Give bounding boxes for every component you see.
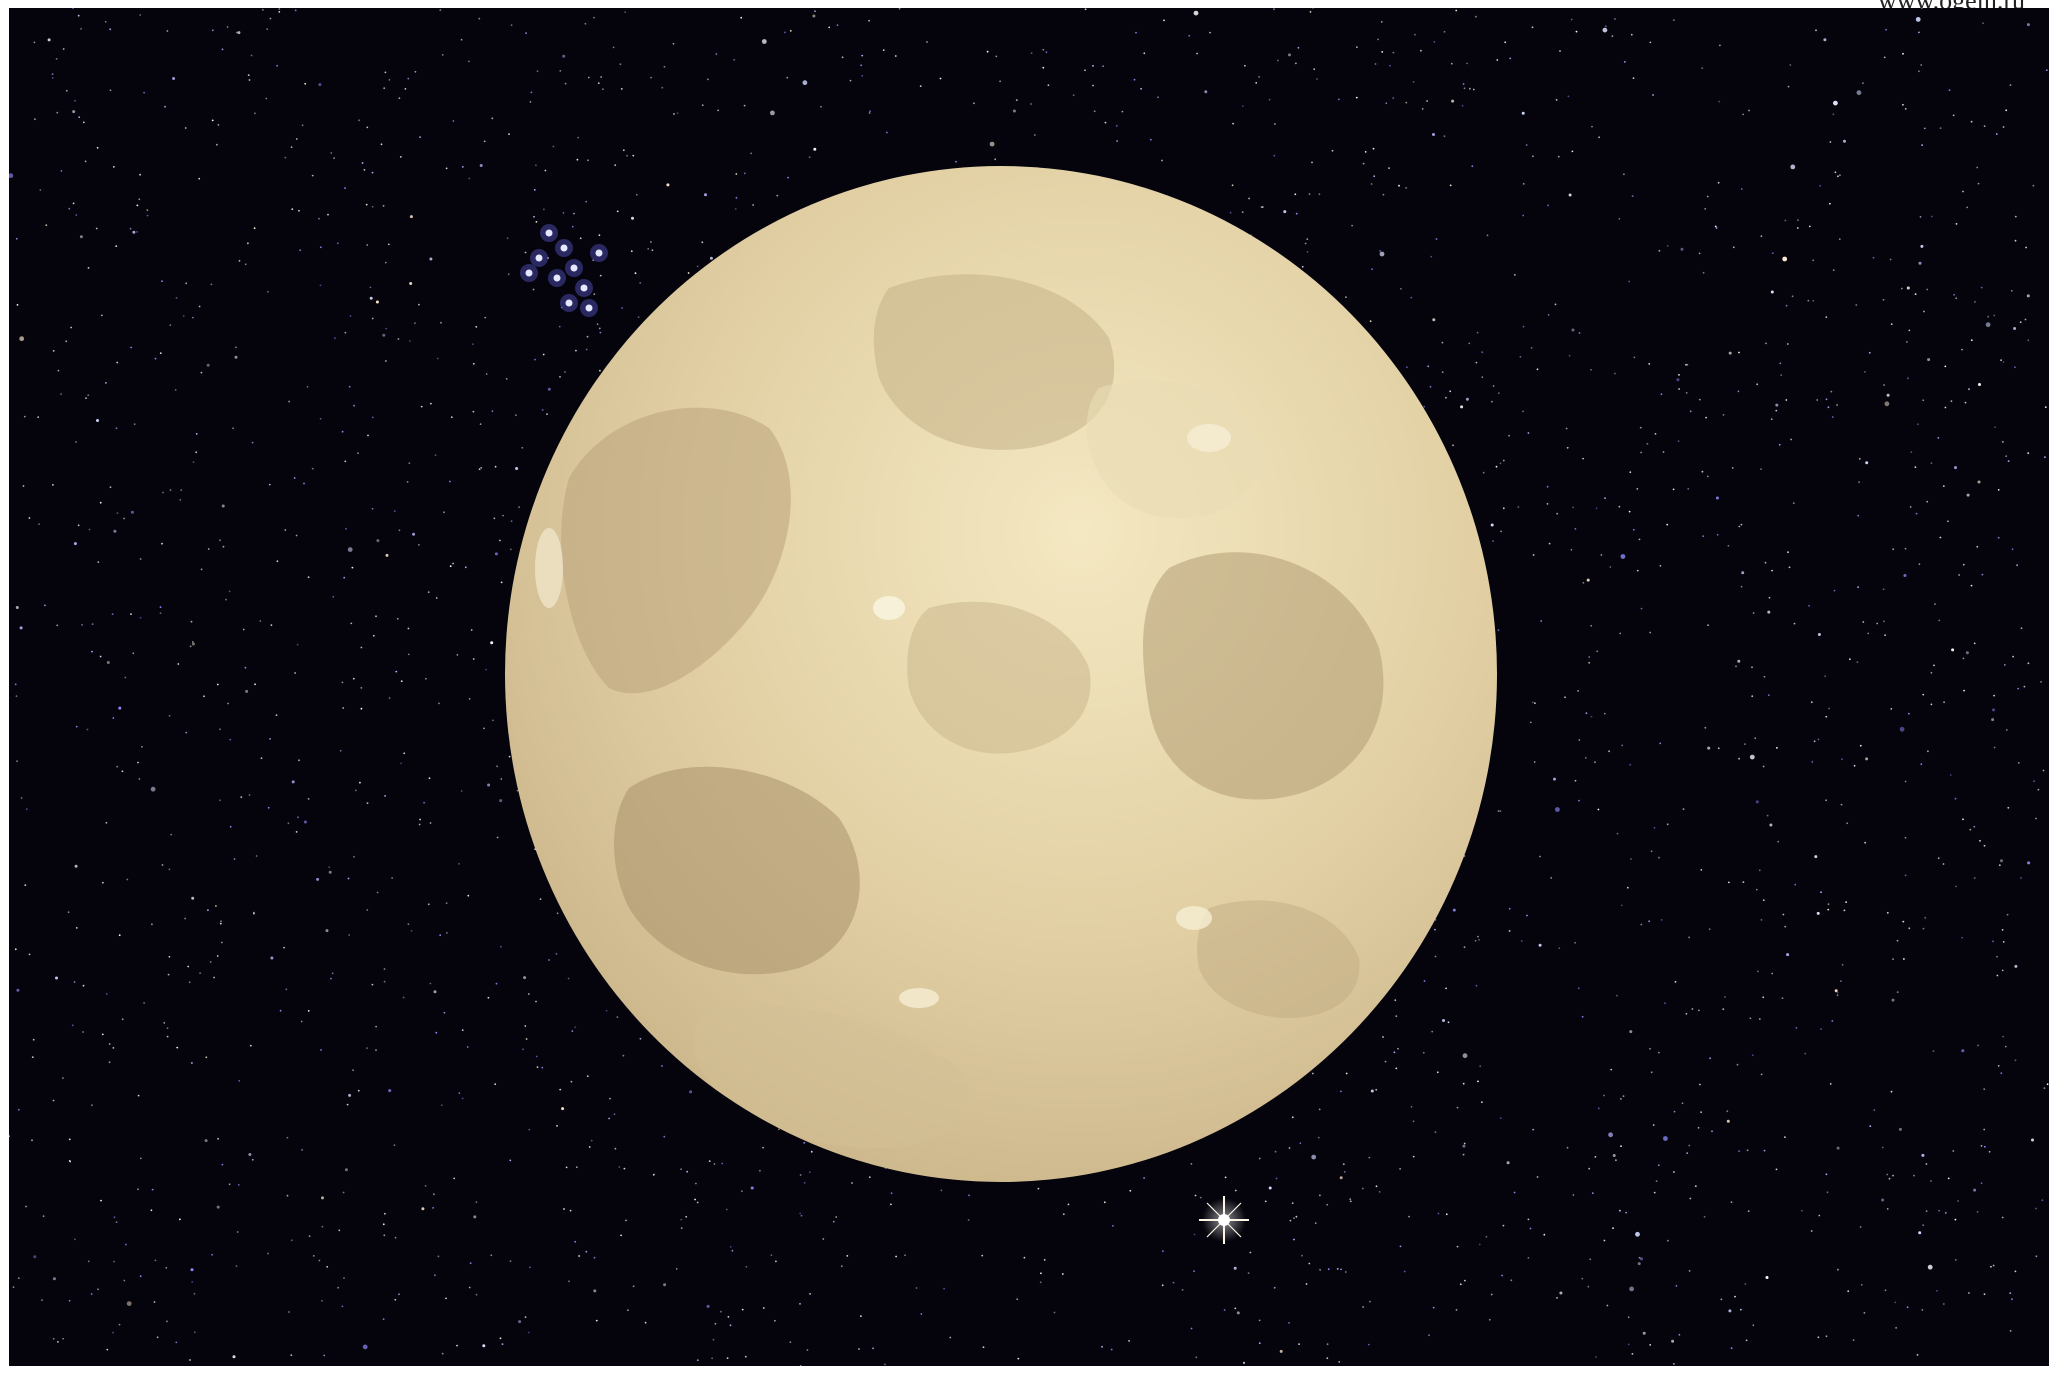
scene-canvas [9, 8, 2049, 1366]
bright-star-icon [1199, 1196, 1249, 1244]
moon-icon [505, 166, 1497, 1182]
moon-maria [535, 274, 1384, 1148]
star-cluster-icon [520, 224, 608, 317]
